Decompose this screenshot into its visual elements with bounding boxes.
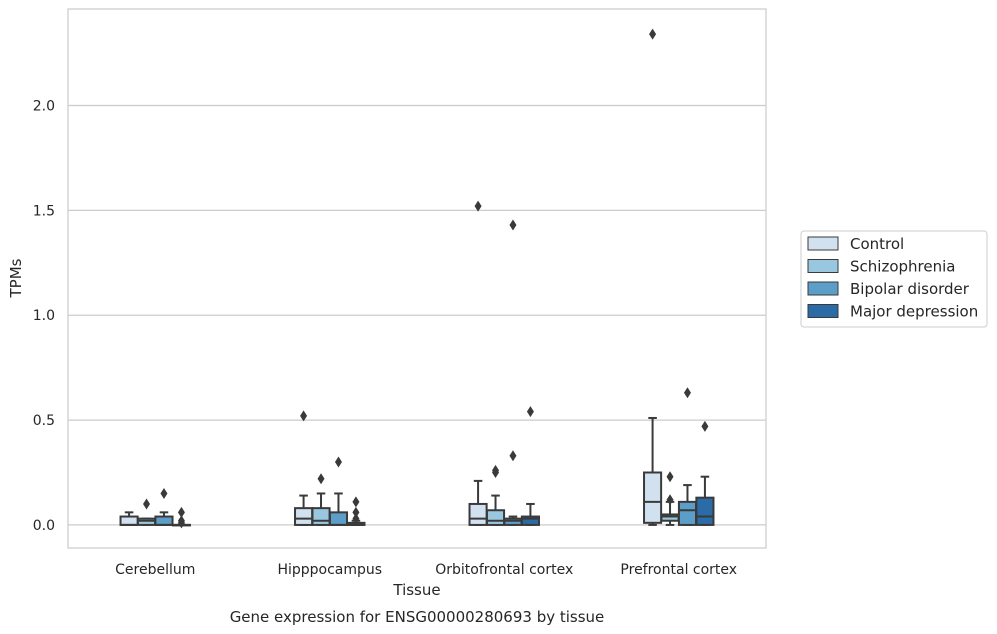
legend-swatch (807, 281, 839, 296)
legend-label: Bipolar disorder (850, 280, 970, 298)
box (503, 219, 523, 526)
box-series-group (119, 28, 715, 529)
outlier-point (334, 456, 342, 468)
box-body (294, 507, 314, 526)
legend: Control Schizophrenia Bipolar disorder Majo… (800, 230, 988, 328)
y-tick-label: 0.0 (33, 518, 55, 534)
box-body (660, 513, 680, 522)
legend-swatch (807, 304, 839, 318)
x-axis-ticks: Cerebellum Hipppocampus Orbitofrontal cort… (115, 562, 737, 578)
outlier-point (352, 506, 360, 518)
outlier-point (177, 506, 185, 518)
x-tick-label: Cerebellum (115, 562, 195, 578)
box (520, 406, 540, 526)
box (294, 410, 314, 526)
y-axis-ticks: 0.0 0.5 1.0 1.5 2.0 (33, 98, 55, 533)
box (660, 471, 680, 526)
y-tick-label: 2.0 (33, 98, 55, 114)
box (643, 28, 663, 526)
box-body (328, 511, 349, 526)
grid-lines (68, 104, 766, 526)
plot-area-frame (67, 8, 767, 549)
outlier-point (509, 219, 517, 231)
x-axis-label: Tissue (392, 581, 440, 599)
outlier-point (666, 494, 674, 506)
series-bipolar-disorder (154, 219, 698, 526)
outlier-point (317, 473, 325, 485)
x-tick-label: Hipppocampus (277, 562, 382, 578)
outlier-point (683, 387, 691, 399)
y-tick-label: 1.5 (33, 203, 55, 219)
series-major-depression (171, 406, 715, 529)
box-body (485, 509, 506, 526)
legend-frame (800, 230, 988, 328)
box (677, 387, 698, 526)
legend-label: Major depression (850, 303, 978, 321)
box-body (503, 517, 523, 526)
box-body (119, 515, 139, 526)
box (311, 473, 331, 526)
box-body (136, 517, 157, 526)
series-control (119, 28, 663, 526)
outlier-point (352, 496, 360, 508)
outlier-point (492, 464, 500, 476)
box-body (643, 471, 663, 524)
box-body (311, 507, 331, 526)
outlier-point (509, 450, 517, 462)
box-body (695, 496, 715, 526)
box (136, 498, 157, 526)
y-axis-label: TPMs (7, 258, 25, 298)
outlier-point (701, 420, 709, 432)
box (171, 506, 191, 529)
outlier-point (160, 487, 168, 499)
box (695, 420, 715, 526)
box-body (520, 515, 540, 526)
box (346, 496, 366, 526)
x-tick-label: Orbitofrontal cortex (435, 562, 573, 578)
box (154, 487, 174, 526)
outlier-point (474, 200, 482, 212)
y-tick-label: 1.0 (33, 308, 55, 324)
outlier-point (143, 498, 151, 510)
box-body (154, 515, 174, 526)
legend-swatch (807, 259, 839, 273)
box-body (677, 500, 698, 526)
box (468, 200, 488, 526)
box (119, 511, 139, 526)
box (485, 464, 506, 526)
x-tick-label: Prefrontal cortex (620, 562, 737, 578)
box (328, 456, 349, 526)
outlier-point (352, 513, 360, 525)
legend-swatch (807, 236, 839, 251)
outlier-point (666, 471, 674, 483)
outlier-point (300, 410, 308, 422)
series-schizophrenia (136, 464, 680, 526)
box-body (468, 502, 488, 526)
legend-label: Control (850, 235, 904, 253)
chart-caption: Gene expression for ENSG00000280693 by t… (230, 608, 605, 626)
outlier-point (177, 515, 185, 527)
outlier-point (526, 406, 534, 418)
legend-label: Schizophrenia (850, 258, 955, 276)
y-tick-label: 0.5 (33, 413, 55, 429)
outlier-point (649, 28, 657, 40)
